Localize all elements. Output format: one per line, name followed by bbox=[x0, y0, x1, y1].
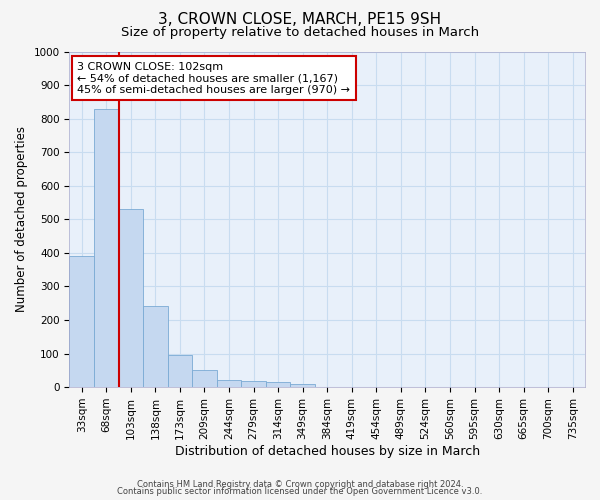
Bar bbox=[290, 384, 315, 387]
Bar bbox=[192, 370, 217, 387]
Text: 3 CROWN CLOSE: 102sqm
← 54% of detached houses are smaller (1,167)
45% of semi-d: 3 CROWN CLOSE: 102sqm ← 54% of detached … bbox=[77, 62, 350, 95]
Bar bbox=[241, 381, 266, 387]
Bar bbox=[94, 108, 119, 387]
Bar bbox=[266, 382, 290, 387]
Bar bbox=[70, 256, 94, 387]
Text: 3, CROWN CLOSE, MARCH, PE15 9SH: 3, CROWN CLOSE, MARCH, PE15 9SH bbox=[158, 12, 442, 28]
Text: Contains HM Land Registry data © Crown copyright and database right 2024.: Contains HM Land Registry data © Crown c… bbox=[137, 480, 463, 489]
Y-axis label: Number of detached properties: Number of detached properties bbox=[15, 126, 28, 312]
Bar bbox=[119, 209, 143, 387]
Text: Contains public sector information licensed under the Open Government Licence v3: Contains public sector information licen… bbox=[118, 488, 482, 496]
Text: Size of property relative to detached houses in March: Size of property relative to detached ho… bbox=[121, 26, 479, 39]
Bar bbox=[217, 380, 241, 387]
Bar bbox=[143, 306, 167, 387]
X-axis label: Distribution of detached houses by size in March: Distribution of detached houses by size … bbox=[175, 444, 480, 458]
Bar bbox=[167, 354, 192, 387]
